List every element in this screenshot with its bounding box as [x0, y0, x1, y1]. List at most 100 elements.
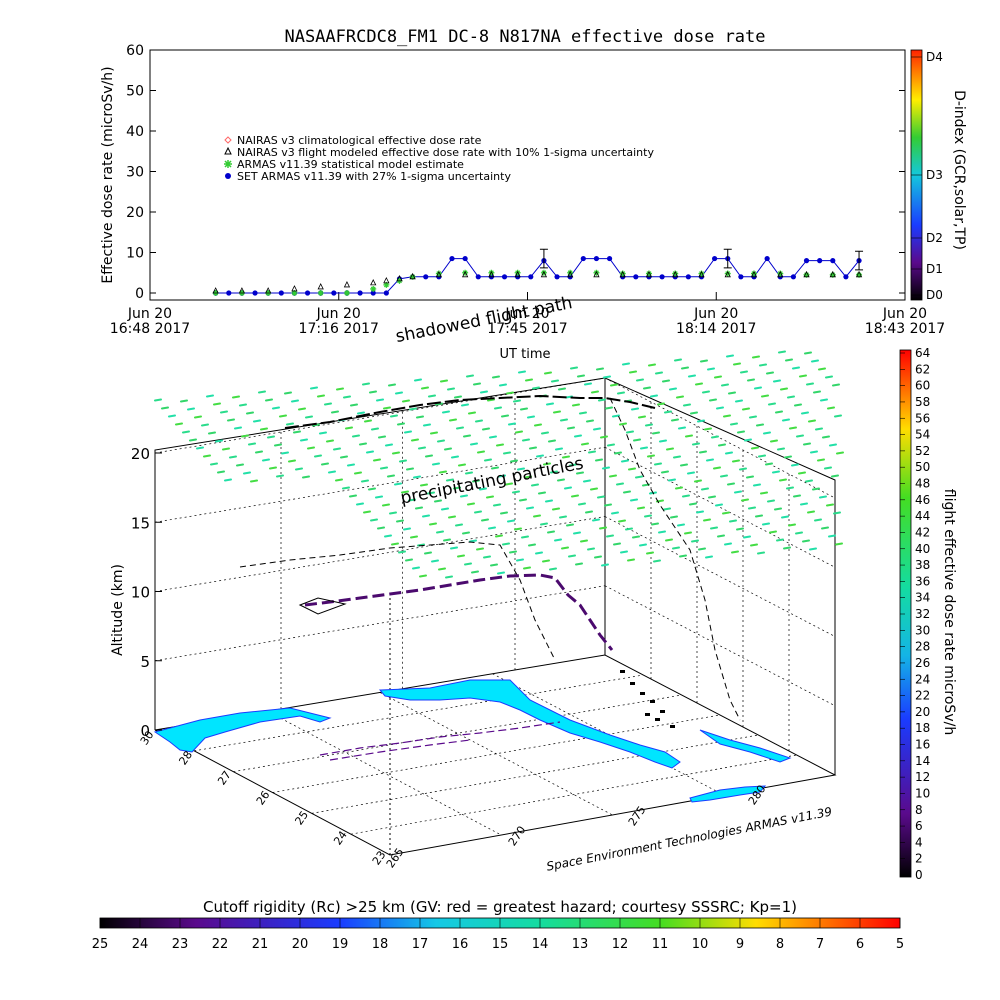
particle-mark — [208, 431, 216, 435]
dose-colorbar — [899, 349, 912, 878]
particle-mark — [695, 382, 703, 386]
particle-mark — [562, 455, 570, 459]
particle-mark — [328, 470, 336, 474]
particle-mark — [349, 494, 357, 498]
particle-mark — [571, 494, 579, 498]
particle-mark — [375, 495, 383, 499]
particle-mark — [286, 422, 294, 426]
data-point — [738, 274, 744, 280]
particle-mark — [541, 431, 549, 435]
shadowed-flight-path-top — [284, 394, 656, 429]
dose-colorbar-label: flight effective dose rate microSv/h — [941, 489, 957, 735]
particle-mark — [811, 359, 819, 363]
particle-mark — [369, 390, 377, 394]
particle-mark — [787, 395, 795, 399]
particle-mark — [704, 427, 712, 431]
particle-mark — [487, 398, 495, 402]
particle-mark — [564, 486, 572, 490]
particle-mark — [770, 439, 778, 443]
particle-mark — [496, 443, 504, 447]
particle-mark — [778, 350, 786, 354]
longitude-tick-label: 275 — [626, 804, 649, 829]
particle-mark — [553, 410, 561, 414]
particle-mark — [687, 471, 695, 475]
particle-mark — [753, 483, 761, 487]
particle-mark — [630, 498, 638, 502]
data-point — [514, 270, 521, 278]
particle-mark — [558, 387, 566, 391]
particle-mark — [731, 550, 739, 554]
particle-mark — [762, 522, 770, 526]
particle-mark — [661, 470, 669, 474]
particle-mark — [535, 551, 543, 555]
particle-mark — [757, 551, 765, 555]
data-point — [645, 270, 653, 278]
particle-mark — [792, 366, 800, 370]
particle-mark — [250, 479, 258, 483]
particle-mark — [708, 495, 716, 499]
particle-mark — [490, 563, 498, 567]
dose-tick-label: 24 — [915, 672, 930, 686]
particle-mark — [751, 446, 759, 450]
particle-mark — [528, 543, 536, 547]
rc-tick-label: 13 — [572, 937, 589, 952]
particle-mark — [440, 379, 448, 383]
particle-mark — [685, 434, 693, 438]
series-layer — [212, 248, 864, 296]
grid-line — [267, 710, 502, 836]
particle-mark — [806, 382, 814, 386]
particle-mark — [340, 455, 348, 459]
particle-mark — [422, 514, 430, 518]
particle-mark — [567, 426, 575, 430]
particle-mark — [752, 355, 760, 359]
particle-mark — [538, 491, 546, 495]
particle-mark — [600, 435, 608, 439]
data-point — [357, 290, 363, 296]
particle-mark — [818, 367, 826, 371]
particle-mark — [638, 415, 646, 419]
particle-mark — [575, 562, 583, 566]
particle-mark — [531, 483, 539, 487]
particle-mark — [469, 539, 477, 543]
particle-mark — [828, 534, 836, 538]
particle-mark — [584, 382, 592, 386]
data-point — [829, 270, 836, 278]
particle-mark — [495, 534, 503, 538]
particle-mark — [544, 371, 552, 375]
particle-mark — [502, 542, 510, 546]
data-point — [698, 270, 705, 278]
particle-mark — [678, 426, 686, 430]
data-point — [712, 255, 718, 262]
dose-tick-label: 52 — [915, 444, 930, 458]
particle-mark — [424, 551, 432, 555]
particle-mark — [767, 499, 775, 503]
particle-mark — [222, 447, 230, 451]
particle-mark — [387, 474, 395, 478]
particle-mark — [607, 443, 615, 447]
particle-mark — [631, 407, 639, 411]
particle-mark — [768, 402, 776, 406]
grid-line — [350, 754, 797, 835]
particle-mark — [817, 458, 825, 462]
particle-mark — [756, 423, 764, 427]
particle-mark — [669, 387, 677, 391]
particle-mark — [529, 446, 537, 450]
particle-mark — [572, 403, 580, 407]
particle-mark — [717, 534, 725, 538]
data-point — [343, 281, 351, 288]
particle-mark — [684, 531, 692, 535]
particle-mark — [805, 479, 813, 483]
particle-mark — [462, 531, 470, 535]
particle-mark — [726, 354, 734, 358]
particle-mark — [486, 495, 494, 499]
particle-mark — [514, 527, 522, 531]
particle-mark — [464, 562, 472, 566]
particle-mark — [583, 479, 591, 483]
rc-tick-label: 9 — [736, 937, 744, 952]
particle-mark — [557, 478, 565, 482]
particle-mark — [605, 406, 613, 410]
particle-mark — [794, 403, 802, 407]
rc-tick-label: 21 — [252, 937, 269, 952]
particle-mark — [799, 374, 807, 378]
data-point — [396, 274, 403, 282]
